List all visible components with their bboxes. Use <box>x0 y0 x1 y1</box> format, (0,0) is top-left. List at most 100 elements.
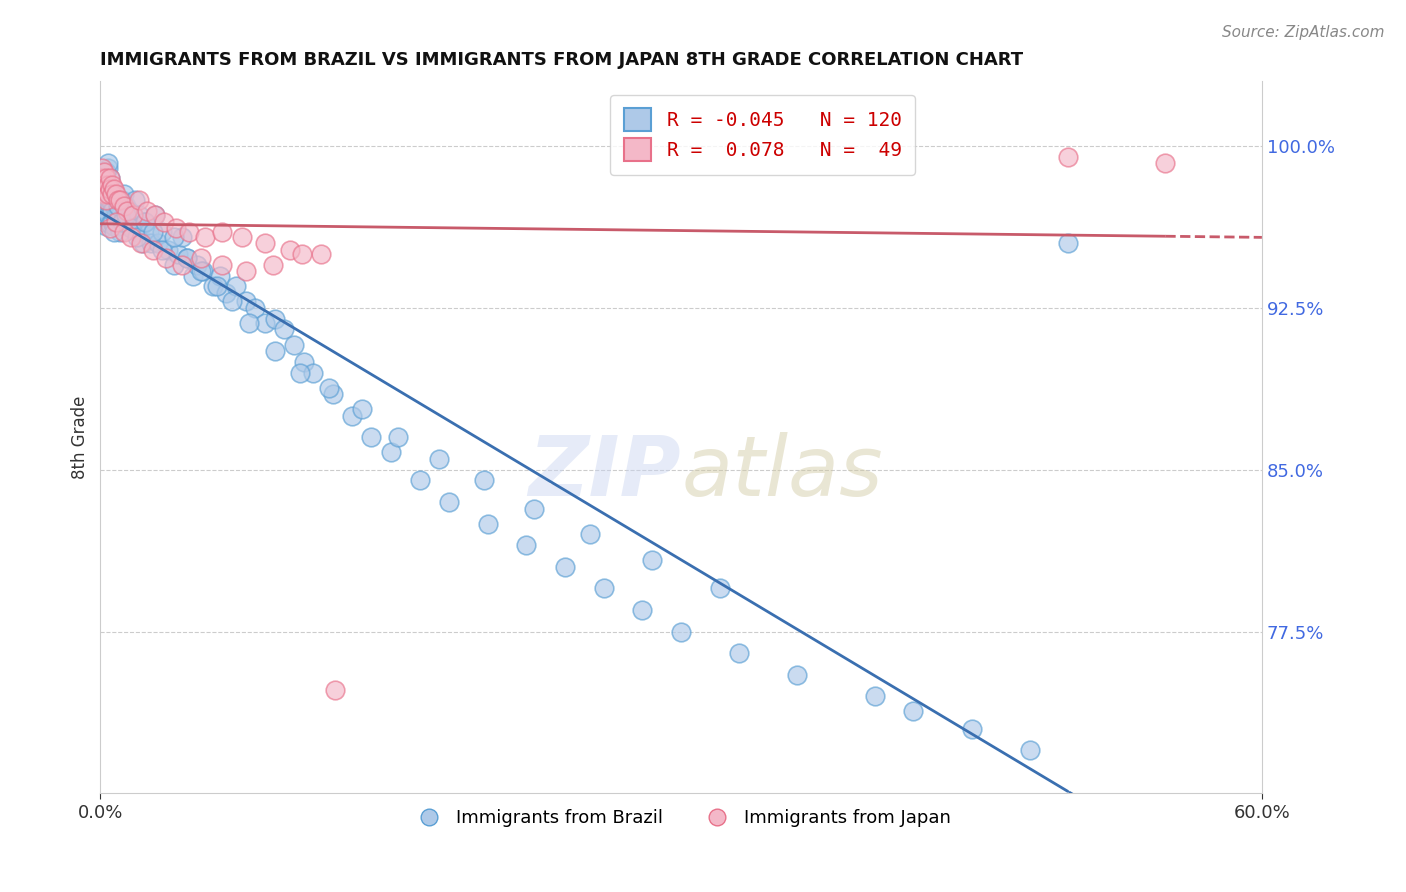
Point <box>155 252 177 266</box>
Point <box>302 366 325 380</box>
Point <box>186 258 208 272</box>
Point <box>104 193 127 207</box>
Point <box>103 226 125 240</box>
Point <box>134 214 156 228</box>
Text: ZIP: ZIP <box>529 433 681 514</box>
Point <box>101 195 124 210</box>
Point <box>163 229 186 244</box>
Point <box>437 495 460 509</box>
Point <box>323 682 346 697</box>
Point <box>263 344 285 359</box>
Point <box>238 316 260 330</box>
Point <box>148 236 170 251</box>
Point <box>387 430 409 444</box>
Point <box>278 243 301 257</box>
Point <box>235 294 257 309</box>
Point <box>93 186 115 201</box>
Point <box>163 258 186 272</box>
Point <box>135 203 157 218</box>
Point <box>380 445 402 459</box>
Point <box>1154 156 1177 170</box>
Point <box>101 186 124 201</box>
Point <box>786 667 808 681</box>
Point <box>132 236 155 251</box>
Point <box>139 236 162 251</box>
Point <box>98 171 121 186</box>
Point <box>283 337 305 351</box>
Point <box>112 199 135 213</box>
Point <box>231 229 253 244</box>
Point <box>728 646 751 660</box>
Point <box>176 252 198 266</box>
Text: Source: ZipAtlas.com: Source: ZipAtlas.com <box>1222 25 1385 40</box>
Point <box>181 268 204 283</box>
Point <box>120 221 142 235</box>
Point <box>104 214 127 228</box>
Point <box>215 285 238 300</box>
Point <box>1057 236 1080 251</box>
Point <box>143 208 166 222</box>
Point <box>191 264 214 278</box>
Point <box>262 258 284 272</box>
Point <box>111 214 134 228</box>
Point <box>118 203 141 218</box>
Point <box>166 247 188 261</box>
Point <box>97 186 120 201</box>
Point <box>291 247 314 261</box>
Point <box>96 193 118 207</box>
Point <box>128 208 150 222</box>
Point <box>101 203 124 218</box>
Point <box>579 527 602 541</box>
Point <box>235 264 257 278</box>
Point <box>340 409 363 423</box>
Point <box>111 193 134 207</box>
Point <box>245 301 267 315</box>
Point <box>128 193 150 207</box>
Point <box>194 229 217 244</box>
Point <box>108 208 131 222</box>
Point <box>96 165 118 179</box>
Point <box>103 219 125 233</box>
Point <box>103 182 125 196</box>
Point <box>170 258 193 272</box>
Point <box>96 203 118 218</box>
Point <box>292 355 315 369</box>
Point <box>98 171 121 186</box>
Point <box>205 279 228 293</box>
Point <box>107 199 129 213</box>
Point <box>120 219 142 233</box>
Point <box>103 186 125 201</box>
Point <box>253 236 276 251</box>
Point <box>103 199 125 213</box>
Point <box>211 258 233 272</box>
Point <box>93 178 115 192</box>
Point <box>122 208 145 222</box>
Legend: Immigrants from Brazil, Immigrants from Japan: Immigrants from Brazil, Immigrants from … <box>404 802 959 834</box>
Point <box>114 199 136 213</box>
Point <box>641 553 664 567</box>
Point <box>112 208 135 222</box>
Point <box>631 603 654 617</box>
Point <box>190 264 212 278</box>
Point <box>179 226 201 240</box>
Point <box>143 208 166 222</box>
Point <box>97 156 120 170</box>
Point <box>98 221 121 235</box>
Point <box>96 178 118 192</box>
Point <box>1018 743 1040 757</box>
Point <box>98 217 121 231</box>
Point <box>150 226 173 240</box>
Point <box>96 182 118 196</box>
Point <box>288 366 311 380</box>
Point <box>97 178 120 192</box>
Point <box>157 243 180 257</box>
Point <box>91 171 114 186</box>
Point <box>98 186 121 201</box>
Point <box>93 186 115 201</box>
Point <box>176 252 198 266</box>
Point <box>97 193 120 207</box>
Point <box>104 186 127 201</box>
Point <box>124 193 146 207</box>
Point <box>253 316 276 330</box>
Point <box>134 214 156 228</box>
